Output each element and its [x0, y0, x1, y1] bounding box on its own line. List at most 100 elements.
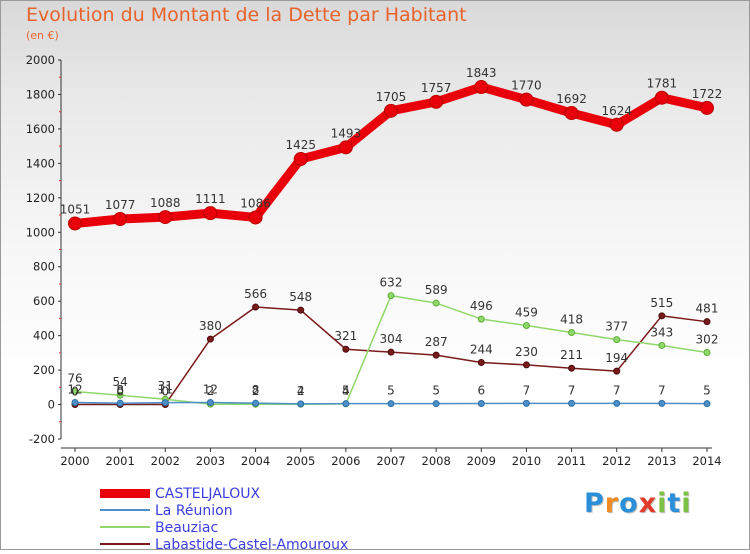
- data-label: 1770: [511, 79, 542, 93]
- data-label: 54: [113, 375, 128, 389]
- y-tick-label: 200: [33, 363, 55, 377]
- data-label: 1077: [105, 198, 136, 212]
- data-label: 380: [199, 319, 222, 333]
- logo-letter: i: [681, 488, 692, 519]
- x-tick-label: 2000: [60, 454, 89, 468]
- data-label: 4: [297, 384, 305, 398]
- data-label: 5: [387, 384, 395, 398]
- data-point-3: [522, 361, 530, 369]
- data-label: 304: [380, 332, 403, 346]
- data-point-1: [477, 400, 485, 408]
- data-label: 2: [207, 384, 215, 398]
- y-tick-label: 1000: [26, 225, 55, 239]
- data-point-0: [68, 216, 82, 231]
- x-tick-label: 2003: [196, 454, 225, 468]
- data-label: 8: [252, 383, 260, 397]
- x-tick-label: 2012: [602, 454, 631, 468]
- x-tick-label: 2007: [376, 454, 405, 468]
- data-point-2: [658, 341, 666, 349]
- y-tick-label: 2000: [26, 53, 55, 67]
- data-point-0: [113, 212, 128, 227]
- data-point-0: [474, 80, 489, 95]
- logo-letter: t: [667, 488, 682, 519]
- data-point-0: [384, 103, 398, 118]
- x-tick-label: 2009: [467, 454, 496, 468]
- data-label: 5: [432, 384, 440, 398]
- y-tick-label: 1400: [26, 156, 55, 170]
- x-tick-label: 2004: [241, 454, 270, 468]
- data-label: 7: [523, 383, 531, 397]
- x-tick-label: 2005: [286, 454, 315, 468]
- data-label: 1705: [376, 90, 407, 104]
- data-label: 0: [71, 385, 79, 399]
- data-label: 1722: [692, 87, 723, 101]
- data-label: 8: [116, 383, 124, 397]
- data-label: 7: [568, 383, 576, 397]
- data-label: 1624: [601, 104, 632, 118]
- legend-swatch: [100, 543, 150, 545]
- data-label: 76: [67, 371, 82, 385]
- data-label: 321: [334, 329, 357, 343]
- x-tick-label: 2014: [692, 454, 721, 468]
- data-point-0: [158, 210, 173, 225]
- x-tick-label: 2013: [647, 454, 676, 468]
- data-label: 244: [470, 343, 493, 357]
- data-label: 496: [470, 299, 493, 313]
- logo-letter: P: [584, 488, 605, 519]
- data-point-0: [293, 152, 308, 167]
- data-label: 1086: [240, 196, 271, 210]
- data-label: 31: [158, 379, 173, 393]
- data-label: 632: [380, 276, 403, 290]
- data-label: 230: [515, 345, 538, 359]
- data-label: 1493: [331, 126, 362, 140]
- data-point-2: [703, 349, 711, 357]
- data-label: 2: [297, 384, 305, 398]
- data-point-2: [387, 292, 395, 300]
- data-point-0: [654, 90, 669, 105]
- data-label: 7: [658, 383, 666, 397]
- data-point-1: [116, 399, 124, 407]
- data-label: 12: [203, 382, 218, 396]
- data-label: 1757: [421, 81, 452, 95]
- legend-label: CASTELJALOUX: [155, 486, 261, 502]
- x-tick-label: 2010: [512, 454, 541, 468]
- axes: -200020040060080010001200140016001800200…: [26, 53, 722, 468]
- data-label: 7: [613, 383, 621, 397]
- data-point-0: [203, 206, 218, 221]
- data-point-3: [342, 345, 350, 353]
- data-point-3: [432, 351, 440, 359]
- chart-unit: (en €): [26, 29, 59, 42]
- data-point-2: [477, 315, 485, 323]
- logo-letter: o: [619, 488, 639, 519]
- data-point-1: [568, 399, 576, 407]
- legend-swatch: [100, 489, 150, 498]
- y-tick-label: -200: [29, 432, 55, 446]
- data-point-1: [703, 400, 711, 408]
- data-point-3: [613, 367, 621, 375]
- data-label: 418: [560, 313, 583, 327]
- x-tick-label: 2001: [106, 454, 135, 468]
- legend-label: La Réunion: [155, 503, 233, 519]
- series-layer: [68, 80, 714, 409]
- data-point-0: [248, 210, 263, 225]
- y-tick-label: 0: [48, 398, 55, 412]
- logo-letter: x: [638, 488, 658, 519]
- data-label: 377: [605, 320, 628, 334]
- y-tick-label: 800: [33, 260, 55, 274]
- data-label: 194: [605, 351, 628, 365]
- data-point-2: [432, 299, 440, 307]
- data-point-2: [522, 321, 530, 329]
- data-label: 1692: [556, 92, 587, 106]
- data-point-3: [297, 306, 305, 314]
- data-point-1: [206, 398, 214, 406]
- data-point-0: [429, 94, 444, 109]
- data-point-3: [206, 335, 214, 343]
- x-tick-label: 2011: [557, 454, 586, 468]
- data-point-2: [116, 391, 124, 399]
- legend-label: Beauziac: [155, 520, 219, 536]
- data-point-1: [161, 399, 169, 407]
- x-tick-label: 2008: [422, 454, 451, 468]
- x-tick-label: 2002: [151, 454, 180, 468]
